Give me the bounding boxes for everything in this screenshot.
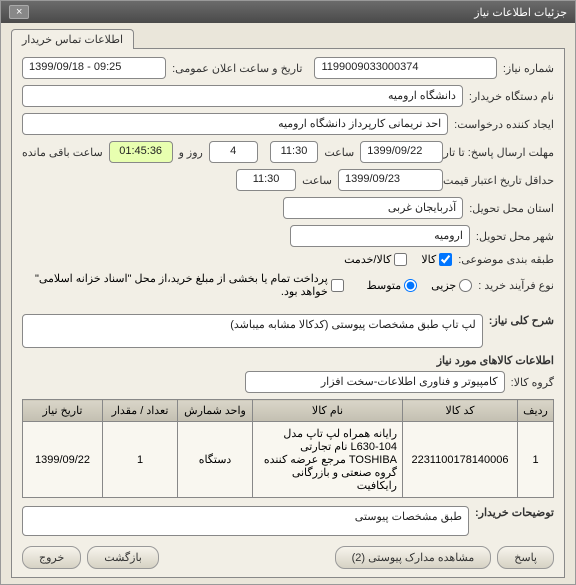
check-kala-input[interactable] [439, 253, 452, 266]
table-row[interactable]: 1 2231100178140006 رایانه همراه لپ تاپ م… [23, 422, 554, 498]
field-province: آذربایجان غربی [283, 197, 463, 219]
label-time2: ساعت [302, 174, 332, 187]
label-buyer-notes: توضیحات خریدار: [475, 506, 554, 519]
field-valid-time: 11:30 [236, 169, 296, 191]
field-creator: احد نریمانی کارپرداز دانشگاه ارومیه [22, 113, 448, 135]
answer-button[interactable]: پاسخ [497, 546, 554, 569]
radio-jozi[interactable]: جزیی [431, 279, 472, 292]
check-treasury-input[interactable] [331, 279, 344, 292]
section-items: اطلاعات کالاهای مورد نیاز [22, 354, 554, 367]
label-gen-desc: شرح کلی نیاز: [489, 314, 554, 327]
th-qty: تعداد / مقدار [103, 400, 178, 422]
td-qty: 1 [103, 422, 178, 498]
th-name: نام کالا [253, 400, 403, 422]
titlebar: جزئیات اطلاعات نیاز × [1, 1, 575, 23]
main-panel: شماره نیاز: 1199009033000374 تاریخ و ساع… [11, 48, 565, 578]
th-row: ردیف [518, 400, 554, 422]
field-pub: 1399/09/18 - 09:25 [22, 57, 166, 79]
check-khedmat-input[interactable] [394, 253, 407, 266]
field-gen-desc: لپ تاپ طبق مشخصات پیوستی (کدکالا مشابه م… [22, 314, 483, 348]
label-cat: طبقه بندی موضوعی: [458, 253, 554, 266]
field-org: دانشگاه ارومیه [22, 85, 463, 107]
cat-group: کالا کالا/خدمت [344, 253, 452, 266]
footer-buttons: خروج بازگشت مشاهده مدارک پیوستی (2) پاسخ [22, 546, 554, 569]
exit-button[interactable]: خروج [22, 546, 81, 569]
label-city: شهر محل تحویل: [476, 230, 554, 243]
content: اطلاعات تماس خریدار شماره نیاز: 11990090… [1, 23, 575, 584]
td-unit: دستگاه [178, 422, 253, 498]
label-org: نام دستگاه خریدار: [469, 90, 554, 103]
field-city: ارومیه [290, 225, 470, 247]
items-table: ردیف کد کالا نام کالا واحد شمارش تعداد /… [22, 399, 554, 498]
th-code: کد کالا [403, 400, 518, 422]
close-icon[interactable]: × [9, 5, 29, 19]
label-time1: ساعت [324, 146, 354, 159]
field-buyer-notes: طبق مشخصات پیوستی [22, 506, 469, 536]
window: جزئیات اطلاعات نیاز × اطلاعات تماس خریدا… [0, 0, 576, 585]
label-remain: ساعت باقی مانده [22, 146, 103, 159]
check-khedmat[interactable]: کالا/خدمت [344, 253, 407, 266]
label-buy-proc: نوع فرآیند خرید : [478, 279, 554, 292]
radio-mot-input[interactable] [404, 279, 417, 292]
label-valid: حداقل تاریخ اعتبار قیمت: تا تاریخ: [449, 174, 554, 187]
check-treasury[interactable]: پرداخت تمام یا بخشی از مبلغ خرید،از محل … [22, 272, 344, 298]
field-timer: 01:45:36 [109, 141, 173, 163]
label-province: استان محل تحویل: [469, 202, 554, 215]
field-group: کامپیوتر و فناوری اطلاعات-سخت افزار [245, 371, 505, 393]
td-date: 1399/09/22 [23, 422, 103, 498]
field-deadline-time: 11:30 [270, 141, 319, 163]
field-days: 4 [209, 141, 258, 163]
td-code: 2231100178140006 [403, 422, 518, 498]
radio-mot[interactable]: متوسط [367, 279, 418, 292]
td-row: 1 [518, 422, 554, 498]
view-attach-button[interactable]: مشاهده مدارک پیوستی (2) [335, 546, 492, 569]
label-group: گروه کالا: [511, 376, 554, 389]
field-valid-date: 1399/09/23 [338, 169, 443, 191]
label-creator: ایجاد کننده درخواست: [454, 118, 554, 131]
label-deadline: مهلت ارسال پاسخ: تا تاریخ: [449, 146, 554, 159]
field-deadline-date: 1399/09/22 [360, 141, 443, 163]
th-unit: واحد شمارش [178, 400, 253, 422]
label-need-no: شماره نیاز: [503, 62, 554, 75]
th-date: تاریخ نیاز [23, 400, 103, 422]
check-kala[interactable]: کالا [421, 253, 452, 266]
tab-contact-info[interactable]: اطلاعات تماس خریدار [11, 29, 134, 49]
radio-jozi-input[interactable] [459, 279, 472, 292]
field-need-no: 1199009033000374 [314, 57, 496, 79]
label-pub: تاریخ و ساعت اعلان عمومی: [172, 62, 302, 75]
label-days: روز و [179, 146, 203, 159]
buy-proc-group: جزیی متوسط [367, 279, 473, 292]
back-button[interactable]: بازگشت [87, 546, 159, 569]
td-name: رایانه همراه لپ تاپ مدل L630-104 نام تجا… [253, 422, 403, 498]
window-title: جزئیات اطلاعات نیاز [474, 6, 567, 19]
